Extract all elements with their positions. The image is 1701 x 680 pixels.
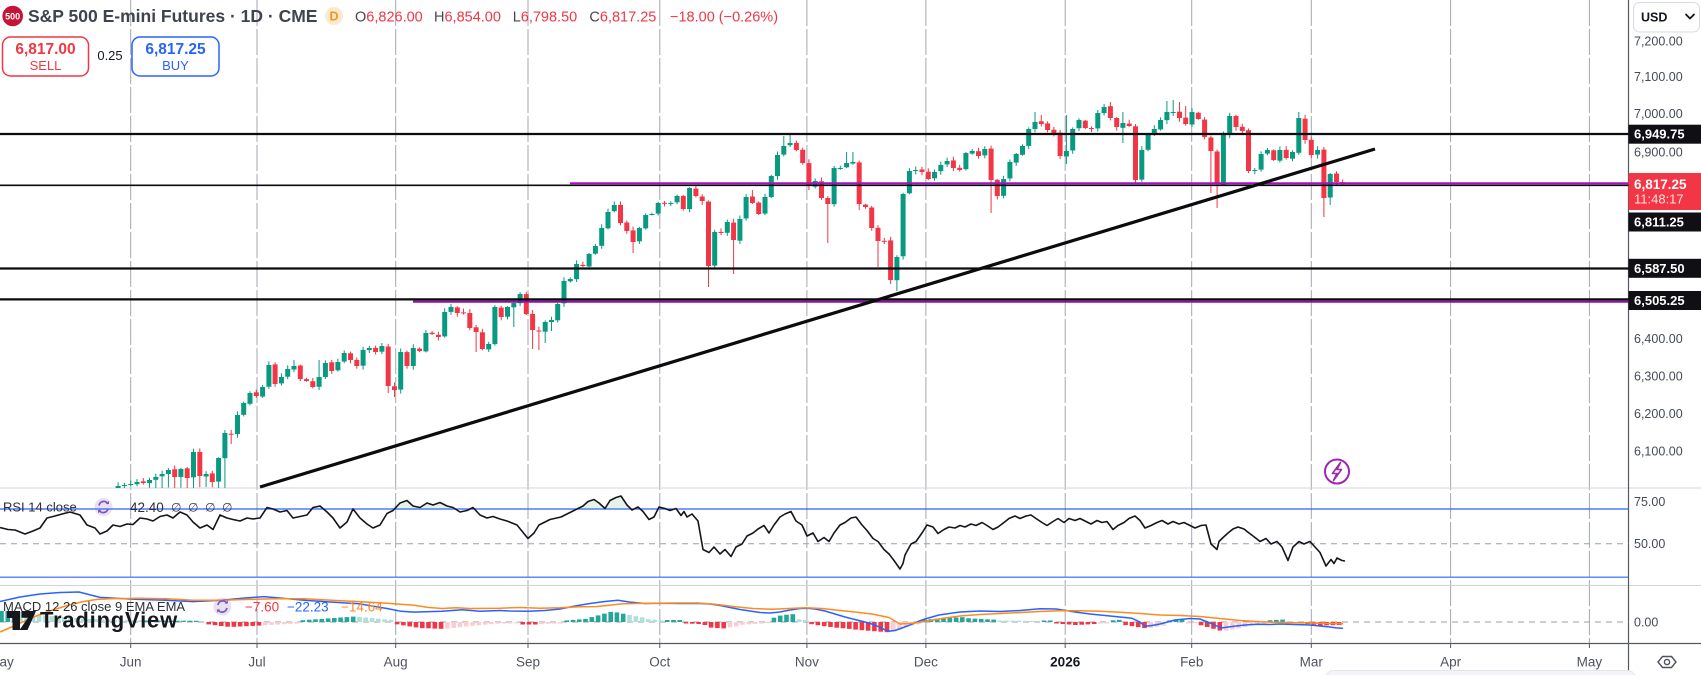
svg-text:7,200.00: 7,200.00	[1634, 34, 1683, 48]
svg-text:L6,798.50: L6,798.50	[513, 10, 578, 26]
svg-text:Aug: Aug	[384, 655, 408, 670]
svg-text:6,817.25: 6,817.25	[145, 41, 206, 58]
svg-text:0.25: 0.25	[97, 48, 122, 63]
svg-text:7,100.00: 7,100.00	[1634, 70, 1683, 84]
svg-text:6,400.00: 6,400.00	[1634, 332, 1683, 346]
svg-text:−7.60: −7.60	[245, 600, 279, 615]
svg-text:6,300.00: 6,300.00	[1634, 370, 1683, 384]
svg-text:−18.00 (−0.26%): −18.00 (−0.26%)	[670, 10, 778, 26]
svg-text:0.00: 0.00	[1634, 616, 1658, 630]
svg-text:May: May	[1577, 655, 1603, 670]
svg-text:6,949.75: 6,949.75	[1634, 127, 1685, 142]
svg-text:H6,854.00: H6,854.00	[434, 10, 501, 26]
svg-text:Oct: Oct	[649, 655, 670, 670]
svg-text:6,100.00: 6,100.00	[1634, 444, 1683, 458]
svg-text:USD: USD	[1641, 11, 1667, 25]
svg-text:Nov: Nov	[795, 655, 819, 670]
svg-text:6,505.25: 6,505.25	[1634, 293, 1685, 308]
svg-text:−22.23: −22.23	[287, 600, 329, 615]
svg-text:Dec: Dec	[914, 655, 938, 670]
svg-text:Mar: Mar	[1300, 655, 1324, 670]
svg-text:6,817.25: 6,817.25	[1634, 177, 1687, 192]
svg-text:Sep: Sep	[516, 655, 540, 670]
svg-text:May: May	[0, 655, 14, 670]
svg-text:RSI 14 close: RSI 14 close	[3, 500, 77, 515]
svg-text:∅: ∅	[188, 501, 198, 515]
svg-text:Feb: Feb	[1180, 655, 1203, 670]
svg-text:50.00: 50.00	[1634, 537, 1665, 551]
svg-text:D: D	[329, 10, 338, 24]
svg-text:∅: ∅	[171, 501, 181, 515]
svg-text:11:48:17: 11:48:17	[1634, 192, 1684, 207]
svg-text:2026: 2026	[1050, 655, 1081, 670]
svg-text:∅: ∅	[205, 501, 215, 515]
svg-text:Jun: Jun	[120, 655, 142, 670]
svg-text:7,000.00: 7,000.00	[1634, 107, 1683, 121]
svg-text:500: 500	[5, 11, 20, 21]
svg-text:Jul: Jul	[248, 655, 265, 670]
svg-text:Apr: Apr	[1440, 655, 1462, 670]
svg-text:BUY: BUY	[162, 58, 189, 73]
svg-text:MACD 12 26 close 9 EMA EMA: MACD 12 26 close 9 EMA EMA	[3, 599, 185, 614]
svg-text:6,817.00: 6,817.00	[15, 41, 75, 58]
svg-text:42.40: 42.40	[130, 500, 164, 515]
svg-text:−14.64: −14.64	[341, 600, 383, 615]
svg-text:75.00: 75.00	[1634, 495, 1665, 509]
svg-text:SELL: SELL	[30, 58, 62, 73]
svg-text:6,900.00: 6,900.00	[1634, 146, 1683, 160]
svg-text:O6,826.00: O6,826.00	[355, 10, 423, 26]
svg-text:C6,817.25: C6,817.25	[589, 10, 656, 26]
svg-text:6,587.50: 6,587.50	[1634, 261, 1685, 276]
svg-text:6,811.25: 6,811.25	[1634, 215, 1684, 230]
svg-text:∅: ∅	[222, 501, 232, 515]
svg-text:S&P 500 E-mini Futures · 1D ·: S&P 500 E-mini Futures · 1D · CME	[28, 6, 317, 26]
svg-text:6,200.00: 6,200.00	[1634, 407, 1683, 421]
